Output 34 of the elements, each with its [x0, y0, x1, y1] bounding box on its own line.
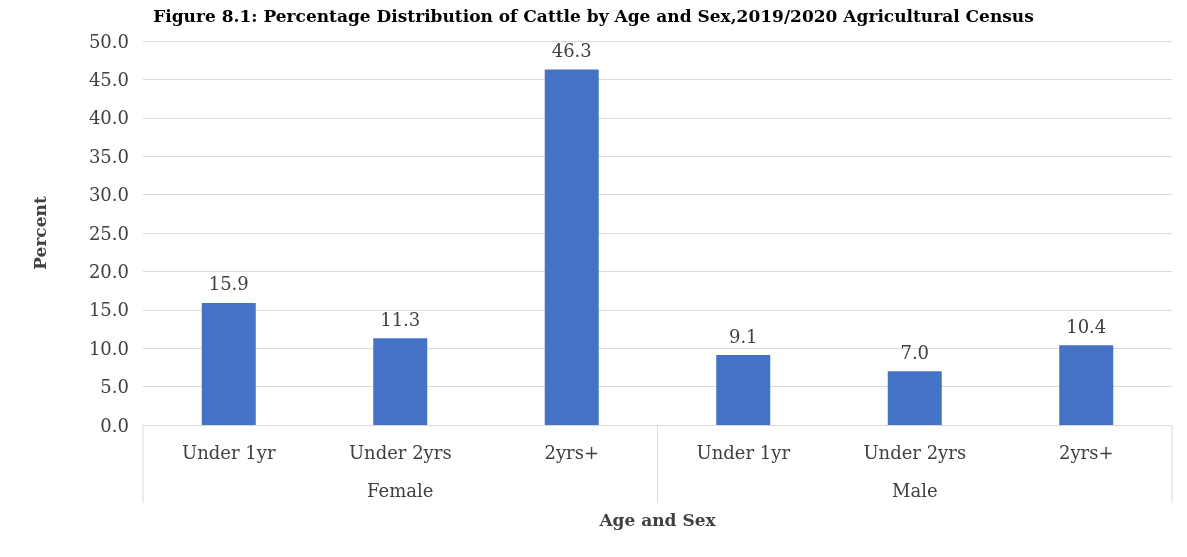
y-tick-label: 0.0: [100, 414, 129, 436]
bar: [544, 69, 599, 425]
data-label: 9.1: [728, 325, 758, 347]
x-tick-label: Under 2yrs: [348, 441, 452, 463]
text: Female: [367, 479, 434, 501]
y-axis-title: Percent: [29, 196, 50, 270]
y-tick-label: 5.0: [100, 376, 129, 398]
text: Male: [891, 479, 938, 501]
y-tick-label: 40.0: [88, 107, 129, 129]
bar: [373, 338, 428, 425]
x-tick-label: 2yrs+: [1058, 441, 1114, 463]
x-tick-label: 2yrs+: [544, 441, 600, 463]
data-label: 7.0: [900, 341, 930, 363]
bar: [201, 302, 256, 425]
data-label: 15.9: [208, 273, 249, 295]
y-tick-label: 10.0: [88, 337, 129, 359]
bar: [1059, 345, 1114, 425]
y-tick-label: 20.0: [88, 260, 129, 282]
x-axis-title: Age and Sex: [598, 510, 717, 530]
data-label: 11.3: [380, 308, 421, 330]
y-tick-label: 35.0: [88, 145, 129, 167]
y-tick-label: 25.0: [88, 222, 129, 244]
y-tick-label: 45.0: [88, 68, 129, 90]
x-tick-label: Under 1yr: [182, 441, 276, 463]
y-tick-label: 30.0: [88, 184, 129, 206]
x-tick-label: Under 2yrs: [863, 441, 967, 463]
bar: [887, 371, 942, 425]
chart-title: Figure 8.1: Percentage Distribution of Cattle by Age and Sex,2019/2020 Agricultural Census: [153, 5, 1034, 26]
y-tick-label: 50.0: [88, 30, 129, 52]
y-tick-label: 15.0: [88, 299, 129, 321]
bar: [716, 355, 771, 425]
data-label: 10.4: [1066, 315, 1107, 337]
x-tick-label: Under 1yr: [696, 441, 791, 463]
data-label: 46.3: [551, 39, 592, 61]
